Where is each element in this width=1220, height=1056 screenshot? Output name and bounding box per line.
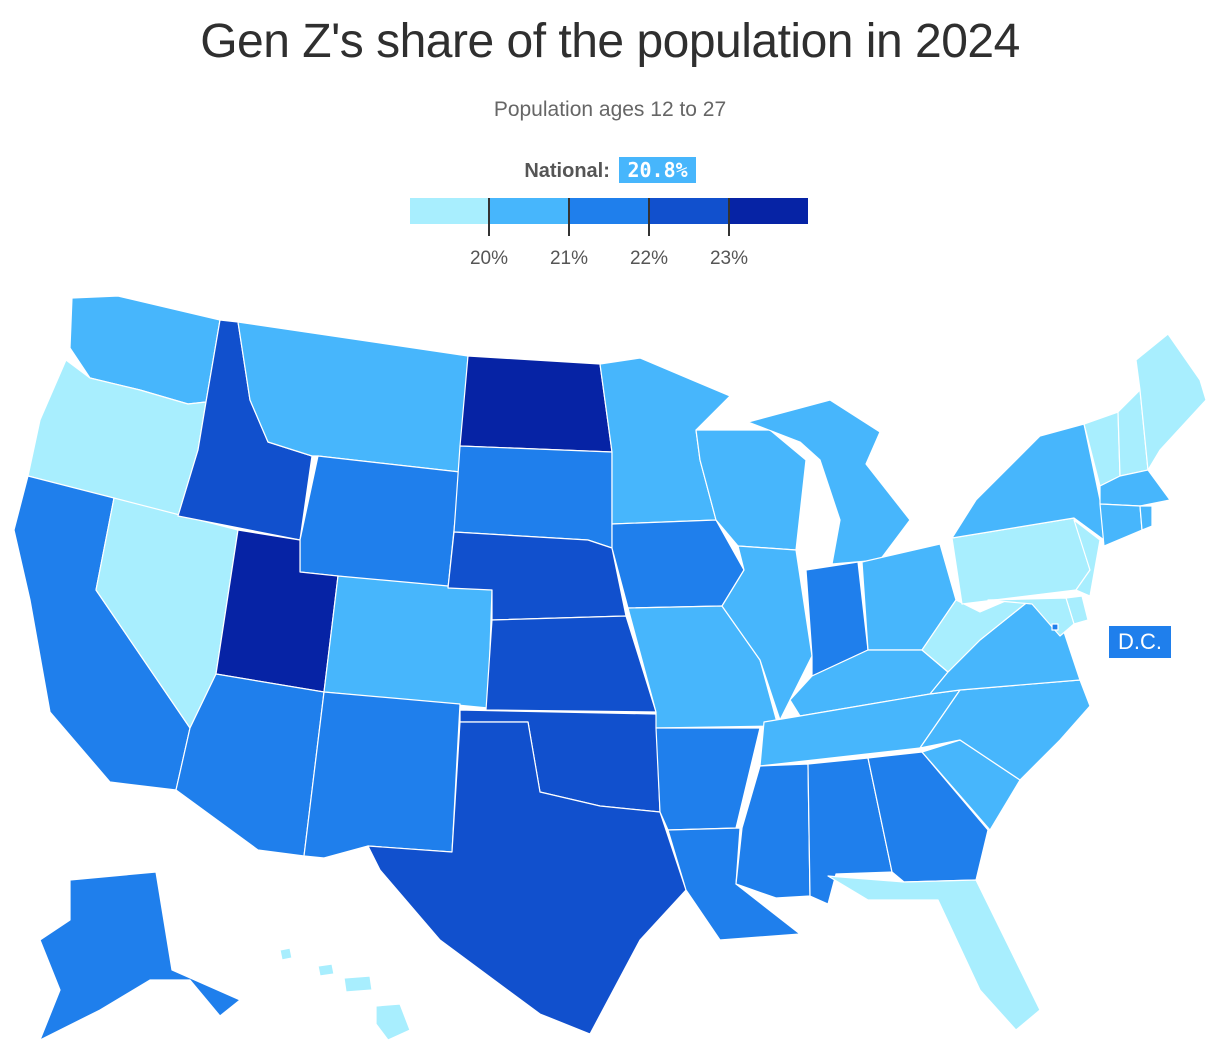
state-nd (459, 355, 613, 453)
color-legend (410, 198, 808, 226)
legend-tick-22 (648, 198, 650, 236)
legend-tick-label-20: 20% (469, 248, 509, 269)
state-ia (611, 519, 745, 609)
state-ct (1099, 503, 1143, 547)
state-sd (453, 445, 613, 549)
legend-tick-20 (488, 198, 490, 236)
legend-bin-0 (410, 198, 490, 224)
legend-tick-label-21: 21% (549, 248, 589, 269)
legend-bin-3 (648, 198, 729, 224)
state-ar (655, 727, 761, 831)
state-la (667, 827, 801, 941)
map-title: Gen Z's share of the population in 2024 (200, 15, 1020, 68)
state-ny (951, 423, 1105, 541)
state-me (1135, 333, 1207, 471)
state-hi (279, 947, 411, 1041)
legend-tick-23 (728, 198, 730, 236)
state-tx (367, 721, 687, 1035)
state-nm (303, 691, 461, 859)
state-wy (299, 455, 461, 589)
state-ri (1139, 505, 1153, 531)
legend-bin-2 (569, 198, 649, 224)
state-il (721, 545, 813, 721)
state-fl (827, 875, 1041, 1031)
map-subtitle: Population ages 12 to 27 (493, 98, 727, 121)
national-label: National: (524, 160, 610, 182)
legend-bin-4 (728, 198, 808, 224)
state-dc (1051, 623, 1059, 631)
us-state-map (13, 295, 1207, 1041)
legend-tick-21 (568, 198, 570, 236)
state-ks (485, 615, 657, 713)
state-ak (39, 871, 241, 1041)
state-nj (1073, 519, 1101, 597)
legend-tick-label-22: 22% (629, 248, 669, 269)
legend-tick-label-23: 23% (709, 248, 749, 269)
legend-bin-1 (489, 198, 570, 224)
national-value-badge: 20.8% (619, 157, 696, 183)
national-figure: National: 20.8% (0, 157, 1220, 183)
state-co (323, 575, 493, 709)
dc-label: D.C. (1109, 626, 1171, 658)
